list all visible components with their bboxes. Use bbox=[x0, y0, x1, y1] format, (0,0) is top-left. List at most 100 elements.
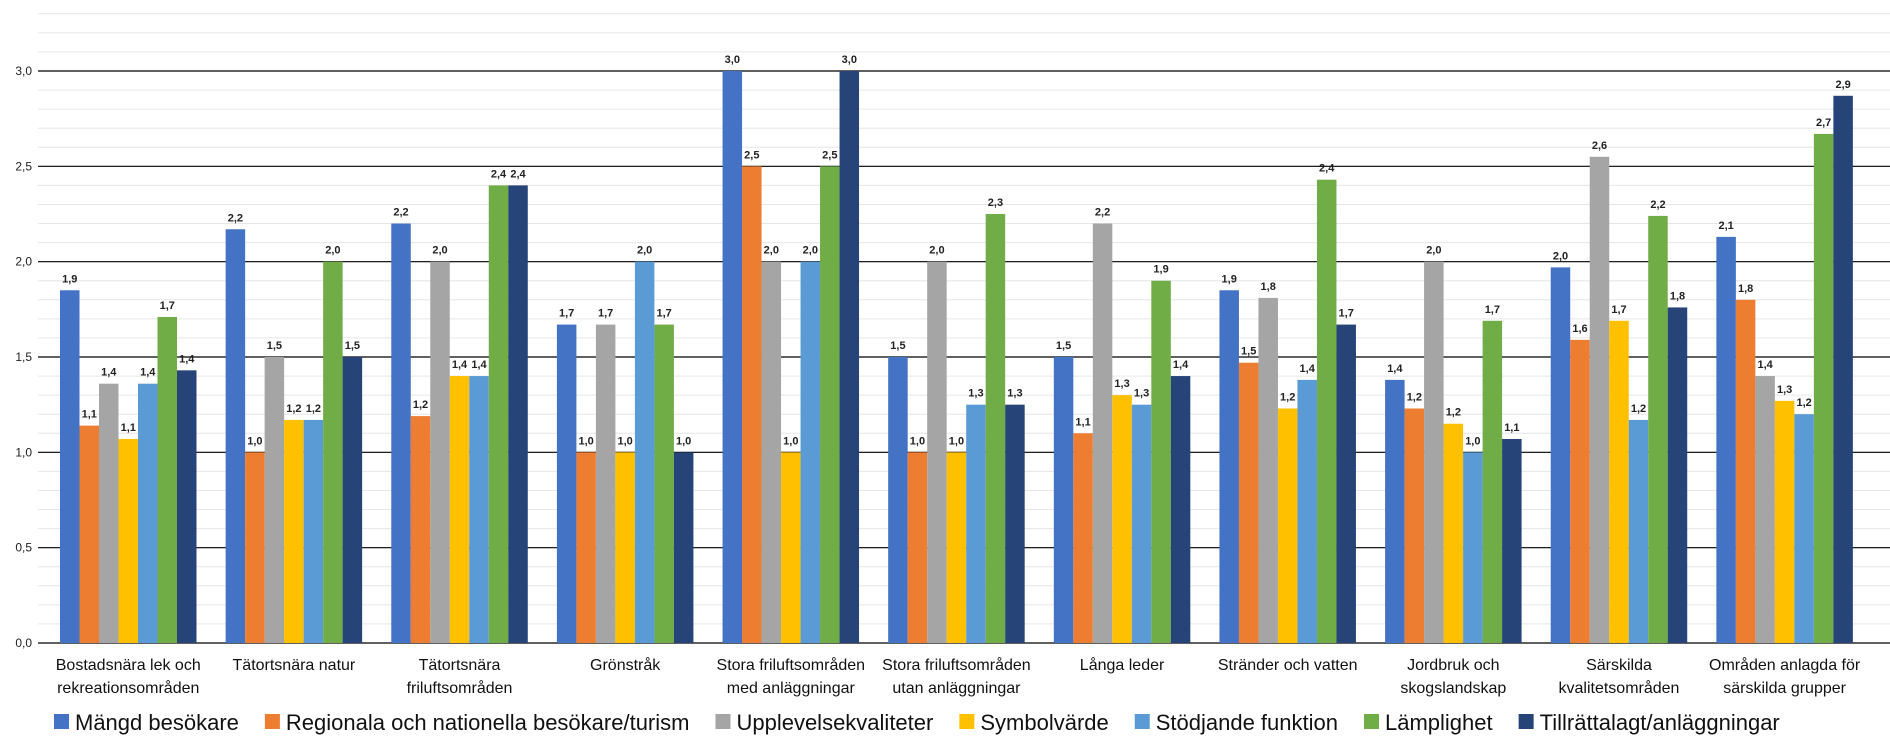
bar bbox=[1482, 320, 1503, 643]
category-label: med anläggningar bbox=[727, 680, 856, 697]
data-label: 1,2 bbox=[1407, 391, 1422, 403]
data-label: 2,0 bbox=[637, 245, 652, 257]
data-label: 2,5 bbox=[744, 149, 759, 161]
y-tick-label: 2,5 bbox=[15, 159, 32, 173]
data-label: 1,0 bbox=[783, 435, 798, 447]
data-label: 2,0 bbox=[929, 245, 944, 257]
bar bbox=[615, 452, 635, 643]
data-label: 1,0 bbox=[949, 435, 964, 447]
legend-swatch bbox=[54, 714, 69, 729]
data-label: 1,4 bbox=[1300, 363, 1316, 375]
data-label: 1,7 bbox=[1339, 308, 1354, 320]
data-label: 1,9 bbox=[1153, 264, 1168, 276]
bar bbox=[1238, 362, 1259, 643]
data-label: 2,0 bbox=[1426, 245, 1441, 257]
legend-item: Lämplighet bbox=[1364, 710, 1493, 735]
data-label: 1,4 bbox=[101, 367, 117, 379]
bar bbox=[323, 261, 343, 643]
y-tick-label: 0,5 bbox=[15, 541, 32, 555]
bar bbox=[99, 383, 119, 643]
category-label: Särskilda bbox=[1586, 657, 1652, 674]
bar bbox=[1424, 261, 1444, 643]
legend-swatch bbox=[1518, 714, 1534, 729]
legend-item: Tillrättalagt/anläggningar bbox=[1518, 710, 1780, 735]
data-label: 1,5 bbox=[1056, 340, 1071, 352]
bar bbox=[556, 324, 577, 643]
category-label: utan anläggningar bbox=[892, 680, 1021, 697]
data-label: 1,8 bbox=[1670, 290, 1685, 302]
bar bbox=[1463, 452, 1483, 643]
legend-item: Regionala och nationella besökare/turism bbox=[264, 710, 690, 735]
bar bbox=[1297, 379, 1317, 643]
bar bbox=[742, 166, 762, 644]
legend-item: Upplevelsekvaliteter bbox=[715, 710, 933, 735]
legend-label: Lämplighet bbox=[1385, 710, 1493, 735]
data-label: 1,0 bbox=[618, 435, 633, 447]
legend-label: Stödjande funktion bbox=[1156, 710, 1338, 735]
data-label: 1,3 bbox=[968, 388, 983, 400]
data-label: 2,4 bbox=[510, 168, 526, 180]
bar bbox=[157, 316, 177, 643]
data-label: 1,2 bbox=[1631, 403, 1646, 415]
data-label: 1,4 bbox=[179, 353, 195, 365]
data-label: 1,1 bbox=[82, 409, 97, 421]
y-tick-label: 0,0 bbox=[15, 636, 32, 650]
bar bbox=[1502, 438, 1522, 643]
y-tick-label: 2,0 bbox=[15, 255, 32, 269]
legend-label: Regionala och nationella besökare/turism bbox=[286, 710, 690, 735]
bar bbox=[1277, 408, 1298, 643]
bar bbox=[177, 370, 197, 643]
category-label: särskilda grupper bbox=[1723, 680, 1846, 697]
data-label: 1,7 bbox=[1611, 304, 1626, 316]
data-label: 1,2 bbox=[1796, 397, 1811, 409]
data-label: 1,3 bbox=[1134, 388, 1149, 400]
bar bbox=[1667, 307, 1688, 643]
data-label: 1,8 bbox=[1738, 283, 1753, 295]
data-label: 2,2 bbox=[393, 207, 408, 219]
bar bbox=[1385, 379, 1405, 643]
data-label: 1,3 bbox=[1114, 378, 1129, 390]
bar bbox=[1833, 95, 1853, 643]
data-label: 2,0 bbox=[432, 245, 447, 257]
data-label: 1,2 bbox=[306, 403, 321, 415]
bar bbox=[410, 416, 431, 643]
data-label: 1,5 bbox=[890, 340, 905, 352]
data-label: 1,4 bbox=[1387, 363, 1403, 375]
bar bbox=[1589, 156, 1610, 644]
bar bbox=[781, 452, 801, 643]
bar bbox=[1755, 376, 1775, 643]
data-label: 1,3 bbox=[1777, 384, 1792, 396]
data-labels: 1,9 1,1 1,4 1,1 1,4 1,7 1,4 2,2 1,0 1,5 1,2 1,2 2,0 1… bbox=[62, 54, 1851, 447]
data-label: 1,1 bbox=[1504, 422, 1519, 434]
bar bbox=[1112, 395, 1132, 643]
data-label: 2,0 bbox=[325, 245, 340, 257]
bar bbox=[1794, 414, 1814, 643]
bar bbox=[946, 452, 967, 643]
category-label: Tätortsnära natur bbox=[233, 657, 356, 674]
legend-swatch bbox=[264, 714, 280, 729]
bar bbox=[1131, 404, 1152, 643]
bar bbox=[118, 438, 138, 643]
data-label: 2,7 bbox=[1816, 117, 1831, 129]
data-label: 1,5 bbox=[1241, 346, 1256, 358]
category-label: skogslandskap bbox=[1400, 680, 1506, 697]
bar bbox=[1648, 215, 1668, 643]
bar bbox=[430, 261, 450, 643]
data-label: 2,0 bbox=[803, 245, 818, 257]
data-label: 1,0 bbox=[579, 435, 594, 447]
category-label: Bostadsnära lek och bbox=[56, 657, 201, 674]
data-label: 1,5 bbox=[345, 340, 360, 352]
data-label: 1,2 bbox=[1280, 391, 1295, 403]
bar bbox=[508, 185, 528, 643]
bar bbox=[1443, 423, 1464, 643]
bar bbox=[761, 261, 782, 643]
data-label: 1,2 bbox=[413, 399, 428, 411]
y-tick-label: 3,0 bbox=[15, 64, 32, 78]
data-label: 1,3 bbox=[1007, 388, 1022, 400]
bar bbox=[907, 452, 928, 643]
category-label: Områden anlagda för bbox=[1709, 656, 1861, 674]
y-tick-label: 1,5 bbox=[15, 350, 32, 364]
legend-swatch bbox=[715, 714, 731, 729]
category-labels: Bostadsnära lek och rekreationsområden Tät… bbox=[56, 656, 1861, 697]
data-label: 1,7 bbox=[657, 308, 672, 320]
